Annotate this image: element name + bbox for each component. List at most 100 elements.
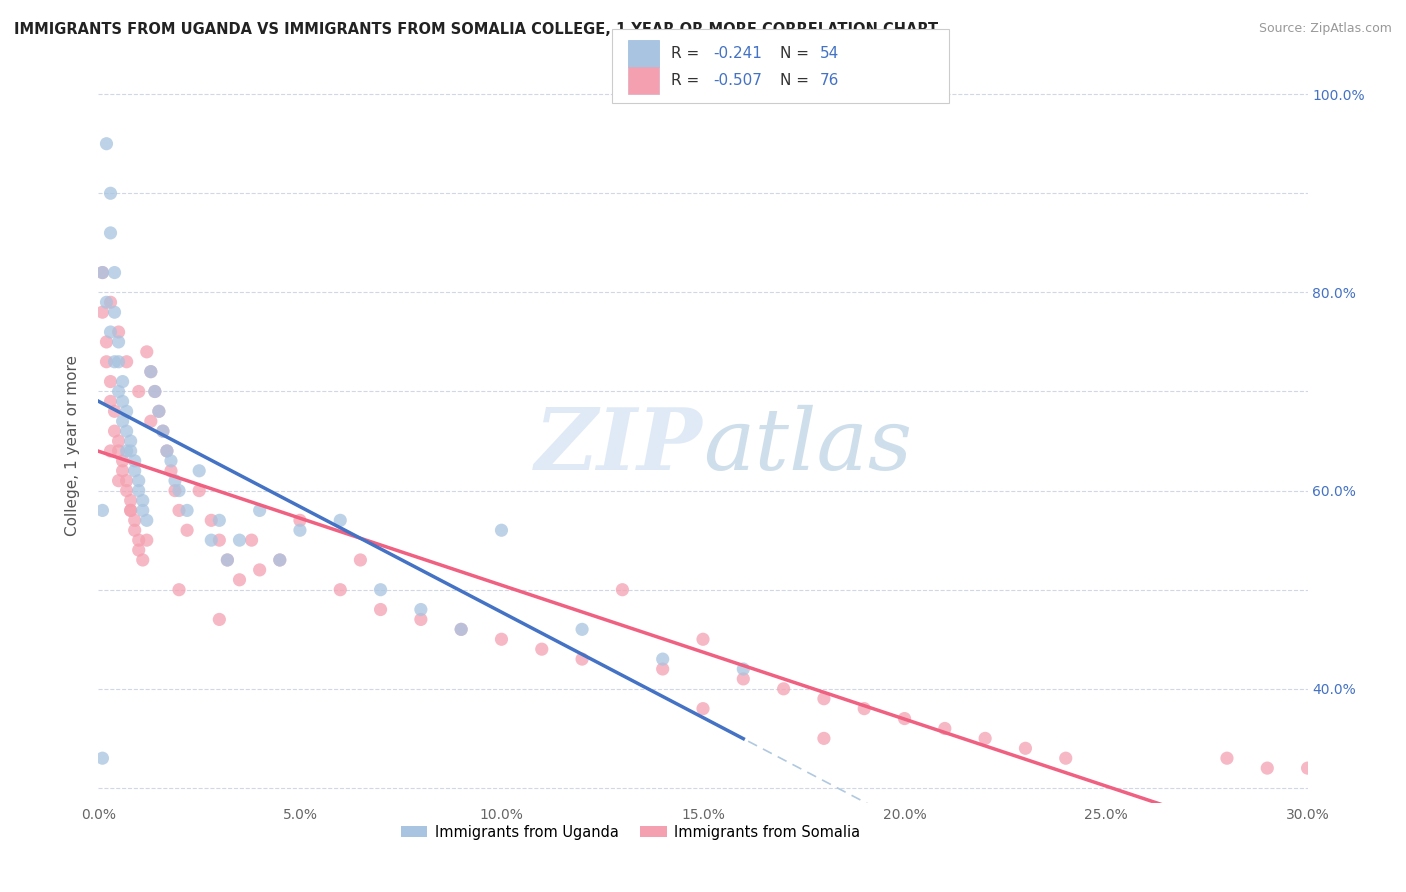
Point <box>103 266 125 280</box>
Point <box>228 573 250 587</box>
Point <box>124 464 146 478</box>
Point <box>128 533 150 548</box>
Point <box>163 474 186 488</box>
Point <box>115 483 138 498</box>
Point <box>1216 751 1239 765</box>
Point <box>409 602 432 616</box>
Point <box>813 731 835 746</box>
Point <box>167 582 190 597</box>
Point <box>651 652 673 666</box>
Point <box>571 652 593 666</box>
Point <box>100 325 122 339</box>
Point <box>349 553 371 567</box>
Point <box>96 334 118 349</box>
Point <box>813 691 835 706</box>
Point <box>200 533 222 548</box>
Text: -0.241: -0.241 <box>713 46 762 61</box>
Point <box>530 642 553 657</box>
Text: -0.507: -0.507 <box>713 73 762 87</box>
Point <box>103 424 125 438</box>
Point <box>100 375 122 389</box>
Point <box>115 474 138 488</box>
Text: ZIP: ZIP <box>536 404 703 488</box>
Point <box>148 404 170 418</box>
Point <box>269 553 291 567</box>
Point <box>893 712 915 726</box>
Point <box>100 226 122 240</box>
Point <box>240 533 263 548</box>
Point <box>124 454 146 468</box>
Point <box>163 483 186 498</box>
Point <box>111 464 134 478</box>
Point <box>152 424 174 438</box>
Point <box>120 434 142 448</box>
Point <box>974 731 997 746</box>
Point <box>115 404 138 418</box>
Point <box>249 503 271 517</box>
Legend: Immigrants from Uganda, Immigrants from Somalia: Immigrants from Uganda, Immigrants from … <box>395 819 866 846</box>
Point <box>228 533 250 548</box>
Point <box>115 424 138 438</box>
Point <box>139 365 162 379</box>
Point <box>692 701 714 715</box>
Point <box>208 533 231 548</box>
Point <box>103 355 125 369</box>
Y-axis label: College, 1 year or more: College, 1 year or more <box>65 356 80 536</box>
Point <box>1256 761 1278 775</box>
Point <box>107 444 129 458</box>
Point <box>107 474 129 488</box>
Point <box>853 701 876 715</box>
Point <box>107 355 129 369</box>
Point <box>96 355 118 369</box>
Point <box>100 186 122 201</box>
Point <box>111 375 134 389</box>
Point <box>692 632 714 647</box>
Point <box>100 295 122 310</box>
Point <box>120 444 142 458</box>
Point <box>1054 751 1077 765</box>
Point <box>370 602 392 616</box>
Point <box>124 523 146 537</box>
Point <box>288 513 311 527</box>
Point <box>107 434 129 448</box>
Point <box>91 305 114 319</box>
Point <box>370 582 392 597</box>
Point <box>167 503 190 517</box>
Point <box>176 523 198 537</box>
Point <box>772 681 794 696</box>
Point <box>139 365 162 379</box>
Point <box>160 464 183 478</box>
Point <box>115 444 138 458</box>
Point <box>100 394 122 409</box>
Point <box>612 582 634 597</box>
Point <box>733 672 755 686</box>
Point <box>491 523 513 537</box>
Point <box>135 513 157 527</box>
Point <box>934 722 956 736</box>
Point <box>208 612 231 626</box>
Point <box>107 325 129 339</box>
Point <box>288 523 311 537</box>
Point <box>409 612 432 626</box>
Point <box>1014 741 1036 756</box>
Point <box>1296 761 1319 775</box>
Point <box>103 404 125 418</box>
Point <box>120 493 142 508</box>
Point <box>217 553 239 567</box>
Point <box>120 503 142 517</box>
Text: IMMIGRANTS FROM UGANDA VS IMMIGRANTS FROM SOMALIA COLLEGE, 1 YEAR OR MORE CORREL: IMMIGRANTS FROM UGANDA VS IMMIGRANTS FRO… <box>14 22 938 37</box>
Text: R =: R = <box>671 73 704 87</box>
Point <box>100 444 122 458</box>
Text: 76: 76 <box>820 73 839 87</box>
Point <box>188 483 211 498</box>
Point <box>491 632 513 647</box>
Point <box>135 533 157 548</box>
Point <box>329 513 352 527</box>
Point <box>148 404 170 418</box>
Point <box>139 414 162 428</box>
Point <box>96 295 118 310</box>
Point <box>128 543 150 558</box>
Point <box>156 444 179 458</box>
Point <box>176 503 198 517</box>
Text: atlas: atlas <box>703 405 912 487</box>
